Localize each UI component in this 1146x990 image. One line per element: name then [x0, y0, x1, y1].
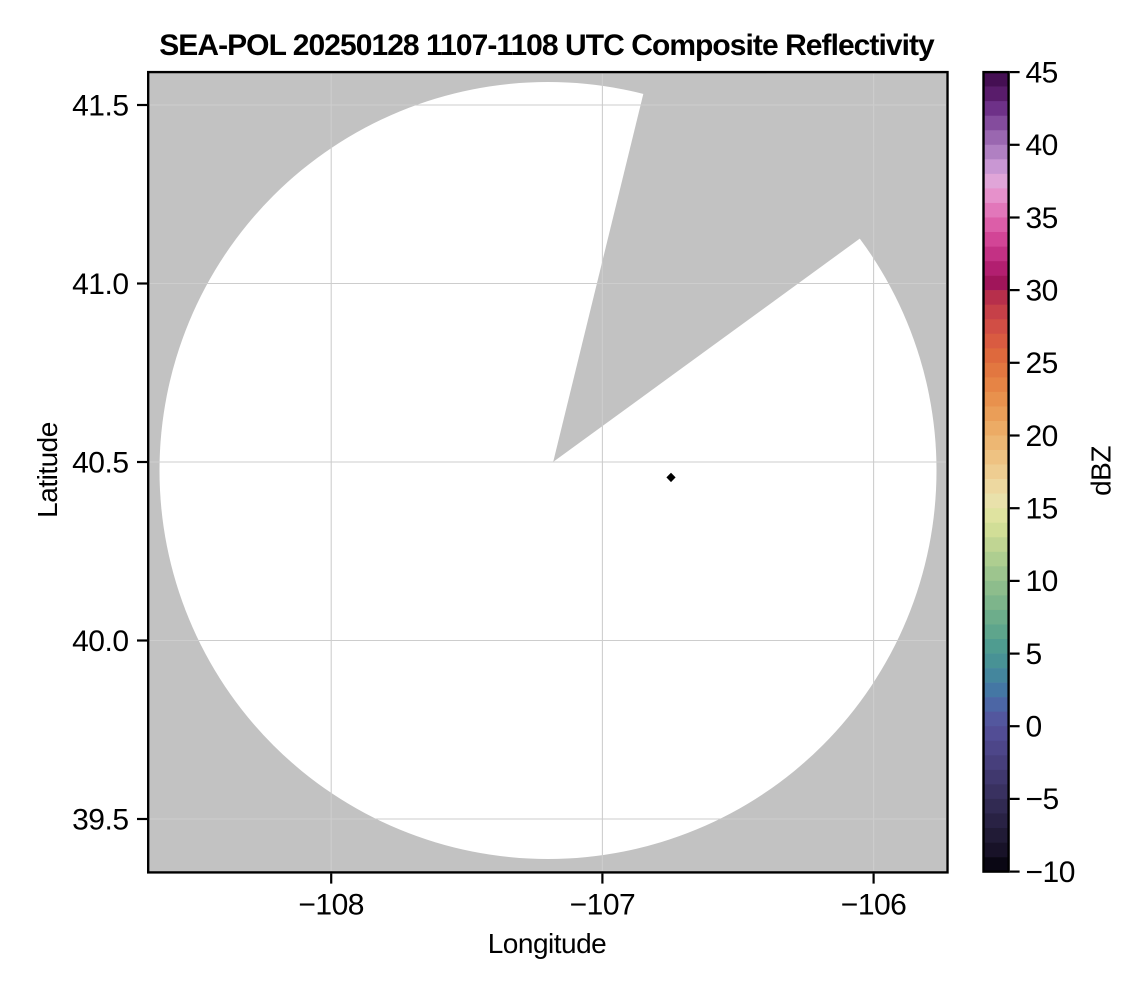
svg-text:−10: −10 [1026, 856, 1075, 889]
svg-text:SEA-POL 20250128 1107-1108 UTC: SEA-POL 20250128 1107-1108 UTC Composite… [159, 29, 935, 62]
svg-text:10: 10 [1026, 565, 1058, 598]
svg-text:Longitude: Longitude [488, 928, 607, 959]
svg-text:dBZ: dBZ [1085, 446, 1116, 496]
svg-text:−108: −108 [298, 889, 364, 922]
svg-text:0: 0 [1026, 711, 1042, 744]
svg-text:45: 45 [1026, 56, 1058, 89]
svg-text:25: 25 [1026, 347, 1058, 380]
svg-text:15: 15 [1026, 493, 1058, 526]
svg-text:39.5: 39.5 [72, 803, 128, 836]
svg-text:35: 35 [1026, 202, 1058, 235]
svg-text:30: 30 [1026, 274, 1058, 307]
svg-text:Latitude: Latitude [32, 422, 63, 518]
svg-text:−106: −106 [841, 889, 907, 922]
svg-text:5: 5 [1026, 638, 1042, 671]
svg-text:41.5: 41.5 [72, 89, 128, 122]
svg-text:40.0: 40.0 [72, 625, 128, 658]
svg-text:40.5: 40.5 [72, 446, 128, 479]
svg-text:40: 40 [1026, 129, 1058, 162]
svg-text:−5: −5 [1026, 783, 1059, 816]
svg-text:20: 20 [1026, 420, 1058, 453]
svg-text:−107: −107 [570, 889, 636, 922]
svg-text:41.0: 41.0 [72, 268, 128, 301]
